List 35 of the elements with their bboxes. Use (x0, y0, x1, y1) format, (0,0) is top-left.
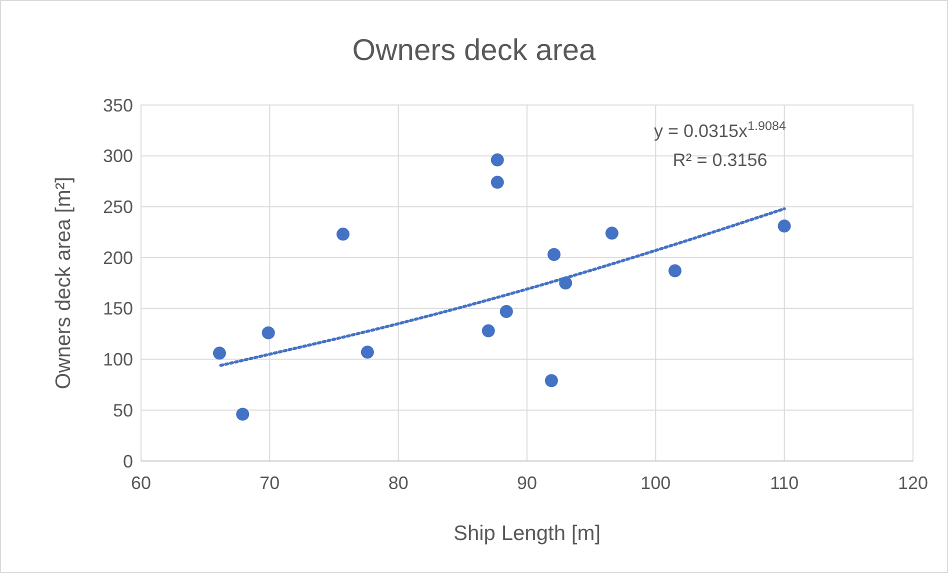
x-axis-title: Ship Length [m] (453, 522, 601, 545)
y-tick-label: 250 (102, 197, 133, 218)
y-tick-label: 350 (102, 95, 133, 116)
point (490, 153, 504, 166)
point (605, 226, 618, 240)
y-tick-label: 150 (102, 298, 133, 319)
point (482, 324, 495, 338)
x-tick-label: 60 (130, 473, 152, 493)
y-tick-label: 0 (122, 451, 133, 472)
point (336, 228, 350, 241)
chart-title: Owners deck area (352, 34, 596, 67)
point (668, 264, 682, 278)
point (360, 346, 374, 359)
point (236, 408, 250, 421)
point (500, 304, 513, 318)
annotation: R² = 0.3156 (672, 150, 768, 170)
y-axis-title: Owners deck area [m²] (52, 176, 75, 390)
point (262, 326, 275, 340)
y-tick-label: 50 (112, 400, 133, 420)
x-tick-label: 100 (640, 473, 671, 493)
point (544, 374, 558, 388)
x-tick-label: 120 (898, 473, 928, 493)
point (548, 248, 561, 262)
x-tick-label: 80 (388, 473, 408, 493)
point (212, 346, 226, 360)
y-tick-label: 200 (102, 248, 133, 268)
x-tick-label: 110 (770, 473, 799, 493)
y-tick-label: 300 (102, 146, 133, 166)
point (490, 176, 504, 189)
annotation: y = 0.0315x$^{1.9084}$ (654, 119, 786, 141)
line-series (219, 207, 786, 367)
x-tick-label: 70 (260, 473, 280, 493)
y-tick-label: 100 (102, 350, 133, 370)
x-tick-label: 90 (516, 473, 538, 493)
point (778, 220, 791, 233)
